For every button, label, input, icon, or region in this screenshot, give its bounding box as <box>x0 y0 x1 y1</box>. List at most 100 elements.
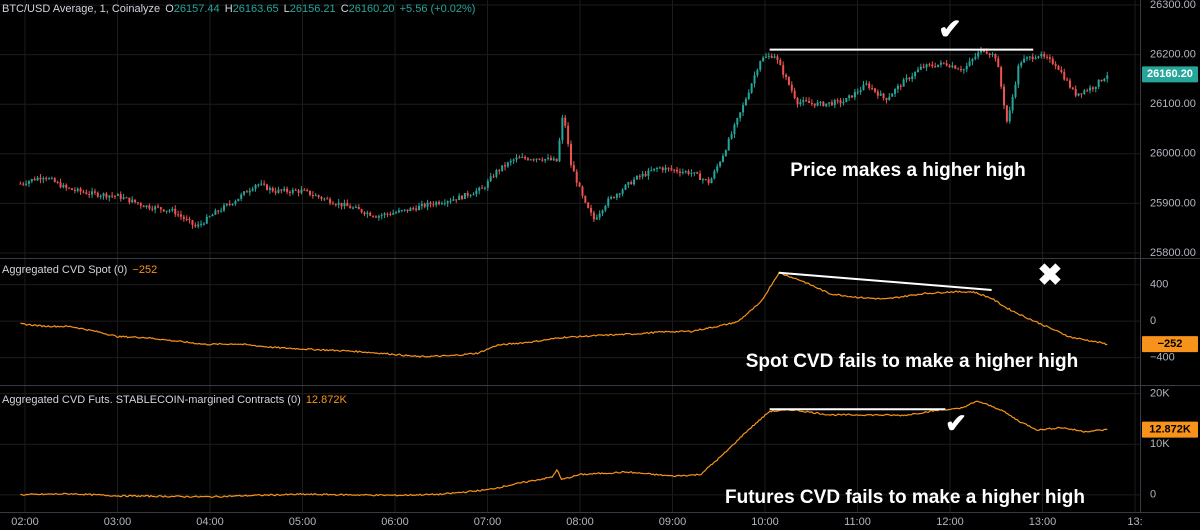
candle-body <box>446 201 449 204</box>
candle-body <box>555 158 558 162</box>
candle-body <box>406 209 409 212</box>
candle-body <box>945 63 948 66</box>
candle-body <box>91 191 94 195</box>
candle-body <box>42 178 45 180</box>
candle-body <box>962 69 965 71</box>
candle-body <box>504 165 507 167</box>
candle-body <box>432 204 435 206</box>
cvd-spot-axis-tick-label: −400 <box>1150 352 1175 364</box>
candle-body <box>191 220 194 225</box>
c-label-text: C <box>340 3 349 15</box>
candle-body <box>1103 78 1106 82</box>
candle-body <box>334 204 337 206</box>
candle-body <box>638 175 641 177</box>
candle-body <box>828 102 831 104</box>
candle-body <box>773 56 776 58</box>
candle-body <box>656 168 659 170</box>
candle-body <box>458 195 461 201</box>
candle-body <box>171 208 174 211</box>
price-axis-tick-label: 26300.00 <box>1150 0 1196 11</box>
candle-body <box>185 218 188 220</box>
candle-body <box>836 100 839 102</box>
candle-body <box>243 191 246 195</box>
candle-body <box>813 103 816 106</box>
candle-body <box>699 173 702 180</box>
candle-body <box>853 91 856 98</box>
cvd-spot-legend[interactable]: Aggregated CVD Spot (0) −252 <box>2 264 157 276</box>
price-axis-tick-label: 26100.00 <box>1150 98 1196 110</box>
candle-body <box>291 189 294 193</box>
l-label-text: L <box>283 3 290 15</box>
candle-body <box>621 189 624 194</box>
candle-body <box>911 76 914 80</box>
candle-body <box>644 173 647 176</box>
candle-body <box>572 164 575 172</box>
candle-body <box>300 189 303 193</box>
candle-body <box>389 214 392 216</box>
candle-body <box>581 186 584 196</box>
candle-body <box>148 205 151 209</box>
candle-body <box>438 202 441 204</box>
candle-body <box>959 69 962 71</box>
candle-body <box>165 210 168 212</box>
futures-check-mark-icon: ✔ <box>945 408 967 438</box>
cvd-futures-legend[interactable]: Aggregated CVD Futs. STABLECOIN-margined… <box>2 394 347 406</box>
candle-body <box>377 215 380 218</box>
candle-body <box>532 159 535 161</box>
candle-body <box>429 202 432 205</box>
price-axis-tick-label: 25800.00 <box>1150 247 1196 259</box>
candle-body <box>558 140 561 162</box>
candle-body <box>114 195 117 197</box>
price-legend[interactable]: BTC/USD Average, 1, Coinalyze O26157.44 … <box>2 3 475 15</box>
candle-body <box>352 207 355 209</box>
candle-body <box>303 189 306 191</box>
candle-body <box>306 189 309 191</box>
close-value: 26160.20 <box>348 3 395 15</box>
time-axis-label: 07:00 <box>474 516 502 528</box>
candle-body <box>412 208 415 210</box>
candle-body <box>99 195 102 197</box>
candle-body <box>1100 79 1103 82</box>
candle-body <box>713 171 716 179</box>
candle-body <box>678 171 681 173</box>
candle-body <box>489 176 492 182</box>
price-axis-tick-label: 26200.00 <box>1150 48 1196 60</box>
candle-body <box>808 101 811 103</box>
candle-body <box>116 194 119 196</box>
candle-body <box>957 68 960 70</box>
candle-body <box>894 89 897 94</box>
candle-body <box>280 189 283 191</box>
o-label-text: O <box>165 3 174 15</box>
candle-body <box>1094 86 1097 89</box>
candle-body <box>461 195 464 199</box>
candle-body <box>159 207 162 210</box>
candle-body <box>45 178 48 180</box>
candle-body <box>785 74 788 78</box>
candle-body <box>1057 66 1060 70</box>
candle-body <box>750 83 753 93</box>
candle-body <box>33 179 36 181</box>
candle-body <box>455 199 458 201</box>
candle-body <box>547 157 550 160</box>
time-axis-label: 02:00 <box>11 516 39 528</box>
candle-body <box>724 150 727 156</box>
candle-body <box>343 203 346 207</box>
high-value: 26163.65 <box>232 3 279 15</box>
candle-body <box>452 199 455 201</box>
candle-body <box>704 179 707 181</box>
candle-body <box>374 216 377 218</box>
candle-body <box>286 188 289 192</box>
candle-body <box>676 169 679 172</box>
time-axis-label: 03:00 <box>104 516 132 528</box>
candle-body <box>122 197 125 199</box>
candle-body <box>885 98 888 101</box>
candle-body <box>942 62 945 64</box>
candle-body <box>670 168 673 170</box>
candle-body <box>873 88 876 92</box>
candle-body <box>509 160 512 163</box>
candle-body <box>88 194 91 196</box>
candle-body <box>443 203 446 205</box>
candle-body <box>217 210 220 212</box>
candle-body <box>871 88 874 90</box>
